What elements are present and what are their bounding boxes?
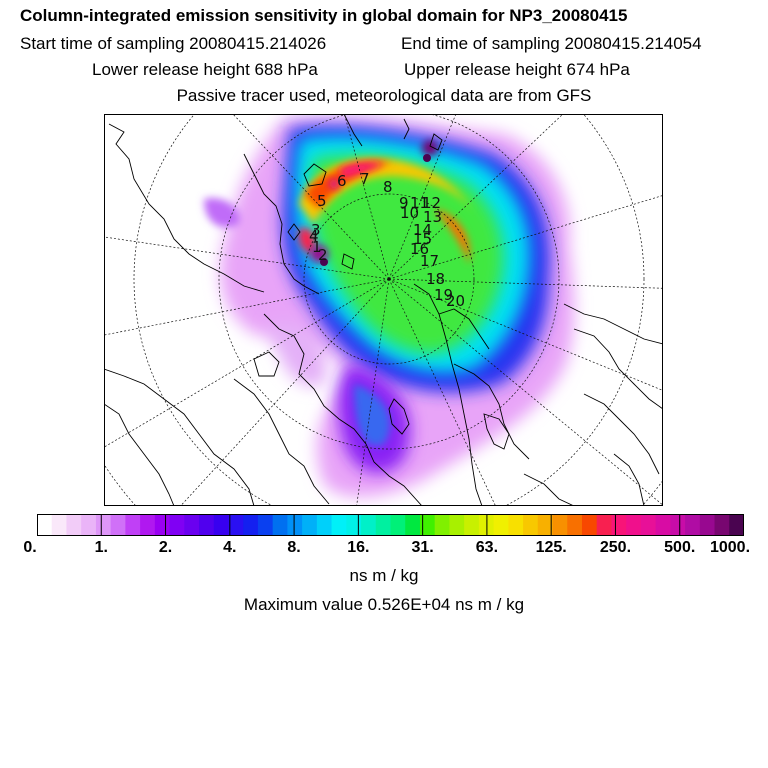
tracer-note: Passive tracer used, meteorological data… [176, 86, 592, 105]
colorbar-tick-label: 31. [411, 539, 434, 556]
colorbar-cell [685, 514, 701, 536]
colorbar-units: ns m / kg [349, 566, 419, 585]
colorbar-cell [316, 514, 333, 536]
colorbar-cell [523, 514, 539, 536]
colorbar-cell [125, 514, 141, 536]
colorbar-cell [213, 514, 229, 536]
release-point-label: 1 [312, 238, 322, 256]
colorbar-cell [699, 514, 716, 536]
maximum-value-label: Maximum value 0.526E+04 ns m / kg [243, 595, 525, 614]
graticule [104, 114, 663, 506]
colorbar-tick-label: 8. [287, 539, 301, 556]
release-point-label: 14 [413, 221, 432, 239]
colorbar-cell [508, 514, 524, 536]
colorbar-cell [464, 514, 480, 536]
colorbar-tick-label: 63. [475, 539, 499, 556]
coastlines [104, 114, 663, 506]
colorbar-cell [154, 514, 171, 536]
colorbar-cell [640, 514, 657, 536]
colorbar-tick-label: 0. [23, 539, 37, 556]
colorbar-cell [626, 514, 642, 536]
lower-release-height-label: Lower release height 688 hPa [92, 60, 318, 79]
release-point-label: 6 [337, 172, 347, 190]
colorbar-cell [611, 514, 627, 536]
release-point-label: 4 [309, 227, 319, 245]
colorbar-cell [331, 514, 347, 536]
release-point-label: 5 [317, 192, 327, 210]
colorbar-tick-label: 1. [94, 539, 108, 556]
release-point-label: 16 [410, 240, 429, 258]
colorbar-tick-label: 4. [223, 539, 237, 556]
release-point-label: 17 [420, 252, 439, 270]
colorbar-cell [449, 514, 465, 536]
colorbar-cell [581, 514, 598, 536]
colorbar-cell [596, 514, 612, 536]
colorbar-cell [655, 514, 671, 536]
colorbar-cell [243, 514, 259, 536]
colorbar-cell [375, 514, 391, 536]
colorbar-cell [302, 514, 318, 536]
release-point-label: 2 [318, 246, 328, 264]
colorbar-tick-label: 16. [347, 539, 370, 556]
colorbar-cell [169, 514, 185, 536]
colorbar-cell [537, 514, 554, 536]
colorbar-cell [346, 514, 362, 536]
sensitivity-field [204, 115, 575, 498]
release-point-label: 9 [399, 194, 409, 212]
colorbar-cell [493, 514, 509, 536]
colorbar-tick-label: 1000. [709, 539, 751, 556]
colorbar-cell [51, 514, 67, 536]
release-point-label: 3 [311, 221, 321, 239]
colorbar [37, 514, 744, 536]
colorbar-cell [184, 514, 200, 536]
upper-release-height-label: Upper release height 674 hPa [404, 60, 630, 79]
colorbar-cell [361, 514, 377, 536]
colorbar-cell [729, 514, 744, 536]
colorbar-cell [81, 514, 97, 536]
colorbar-tick-label: 500. [664, 539, 696, 556]
colorbar-cell [390, 514, 406, 536]
colorbar-cell [670, 514, 686, 536]
colorbar-cell [714, 514, 730, 536]
end-time-label: End time of sampling 20080415.214054 [401, 34, 702, 53]
release-point-label: 19 [434, 286, 453, 304]
start-time-label: Start time of sampling 20080415.214026 [20, 34, 327, 53]
colorbar-cell [552, 514, 568, 536]
colorbar-tick-label: 2. [158, 539, 173, 556]
colorbar-cell [257, 514, 274, 536]
colorbar-cell [228, 514, 244, 536]
release-point-label: 20 [446, 292, 465, 310]
colorbar-cell [66, 514, 82, 536]
colorbar-cell [287, 514, 303, 536]
colorbar-cell [37, 514, 53, 536]
release-point-label: 7 [360, 170, 370, 188]
colorbar-cell [272, 514, 288, 536]
release-point-label: 8 [383, 178, 393, 196]
colorbar-cell [110, 514, 126, 536]
colorbar-cell [140, 514, 156, 536]
colorbar-cell [419, 514, 436, 536]
release-point-label: 13 [423, 208, 442, 226]
release-point-label: 10 [400, 204, 419, 222]
colorbar-cell [199, 514, 215, 536]
colorbar-tick-label: 250. [599, 539, 632, 556]
colorbar-cell [405, 514, 421, 536]
colorbar-tick-label: 125. [535, 539, 567, 556]
plot-title: Column-integrated emission sensitivity i… [20, 6, 628, 25]
colorbar-cell [434, 514, 450, 536]
colorbar-cell [95, 514, 112, 536]
release-point-label: 11 [410, 194, 429, 212]
release-point-label: 18 [426, 270, 445, 288]
release-point-label: 12 [422, 194, 441, 212]
release-point-label: 15 [413, 230, 432, 248]
colorbar-cell [567, 514, 583, 536]
